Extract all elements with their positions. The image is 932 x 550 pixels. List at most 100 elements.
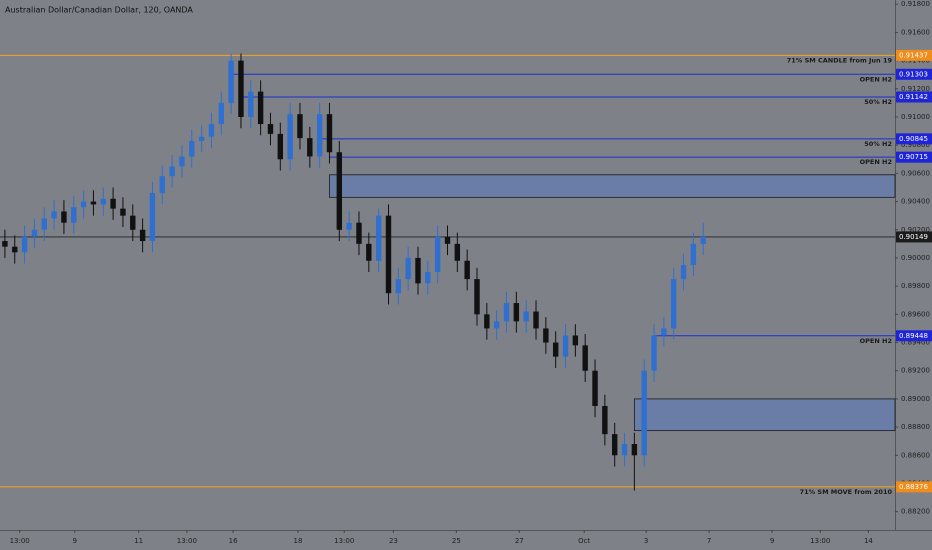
candle-body: [100, 198, 106, 205]
candle-body: [149, 193, 156, 242]
candle-body: [41, 218, 47, 230]
price-tag: [896, 481, 932, 493]
candle-body: [700, 236, 706, 244]
candle-body: [671, 279, 677, 329]
candle-body: [297, 114, 303, 139]
candle-body: [346, 222, 352, 230]
candle-body: [12, 246, 18, 253]
candle-body: [71, 207, 77, 223]
candle-body: [513, 303, 520, 322]
candle-body: [385, 215, 392, 294]
x-tick-label: 23: [389, 537, 398, 545]
level-label: OPEN H2: [860, 75, 892, 83]
level-label: 50% H2: [864, 98, 892, 106]
y-tick-label: 0.90000: [901, 254, 930, 262]
candle-body: [179, 156, 185, 167]
price-tag-label: 0.90845: [899, 135, 928, 143]
candle-body: [248, 91, 254, 117]
y-tick-label: 0.90800: [901, 141, 930, 149]
candle-body: [415, 257, 421, 284]
candle-body: [21, 236, 28, 253]
candle-body: [198, 136, 205, 141]
x-tick-label: 14: [864, 537, 873, 545]
candle-body: [159, 176, 165, 194]
x-tick-label: 25: [452, 537, 461, 545]
candle-body: [661, 328, 667, 336]
y-tick-label: 0.90200: [901, 226, 930, 234]
candle-body: [218, 102, 224, 125]
level-label: OPEN H2: [860, 158, 892, 166]
candle-body: [395, 279, 402, 294]
price-tag: [896, 330, 932, 342]
candle-body: [493, 321, 500, 329]
candle-body: [228, 60, 234, 103]
candle-body: [425, 272, 431, 284]
candle-body: [444, 236, 451, 244]
candle-body: [51, 211, 57, 219]
candle-body: [405, 257, 411, 280]
candle-body: [611, 434, 618, 456]
candle-body: [287, 114, 293, 160]
candle-body: [130, 215, 136, 230]
candle-body: [139, 229, 146, 242]
candle-body: [651, 335, 657, 371]
candle-body: [641, 370, 647, 456]
y-tick-label: 0.89000: [901, 395, 930, 403]
y-tick-label: 0.91200: [901, 85, 930, 93]
candle-body: [189, 140, 195, 157]
candle-body: [474, 279, 480, 315]
candle-body: [484, 314, 490, 329]
candle-body: [366, 243, 372, 261]
candle-body: [503, 303, 510, 322]
y-tick-label: 0.90600: [901, 169, 930, 177]
x-tick-label: 7: [707, 537, 711, 545]
y-tick-label: 0.88600: [901, 451, 930, 459]
candle-body: [592, 370, 598, 406]
candle-body: [336, 152, 343, 230]
candle-body: [90, 201, 97, 205]
y-tick-label: 0.89400: [901, 339, 930, 347]
x-tick-label: 18: [294, 537, 303, 545]
candle-body: [464, 260, 470, 280]
y-tick-label: 0.88800: [901, 423, 930, 431]
candle-body: [621, 444, 628, 456]
candle-body: [316, 114, 323, 157]
chart-title: Australian Dollar/Canadian Dollar, 120, …: [5, 6, 193, 15]
level-label: 71% SM MOVE from 2010: [800, 488, 893, 496]
y-tick-label: 0.88200: [901, 508, 930, 516]
candle-body: [562, 335, 569, 357]
candle-body: [582, 345, 588, 371]
y-tick-label: 0.91000: [901, 113, 930, 121]
zone: [329, 174, 896, 198]
price-tag-label: 0.90715: [899, 153, 928, 161]
candle-body: [110, 198, 116, 209]
candle-body: [602, 405, 608, 435]
x-tick-label: 13:00: [177, 537, 197, 545]
price-tag-label: 0.89448: [899, 332, 928, 340]
candle-body: [690, 243, 697, 265]
candle-body: [80, 201, 87, 208]
candle-body: [2, 241, 8, 247]
candle-body: [208, 124, 215, 137]
x-tick-label: 9: [770, 537, 774, 545]
candle-body: [533, 311, 539, 329]
y-tick-label: 0.91800: [901, 0, 930, 8]
candle-body: [267, 124, 274, 134]
price-tag: [896, 231, 932, 243]
price-tag: [896, 91, 932, 103]
candle-body: [543, 328, 549, 343]
level-label: OPEN H2: [860, 337, 892, 345]
candle-body: [375, 215, 382, 261]
zone: [633, 398, 896, 432]
x-tick-label: 11: [134, 537, 143, 545]
candle-body: [523, 311, 529, 322]
candle-body: [257, 91, 264, 125]
y-tick-label: 0.89200: [901, 367, 930, 375]
price-tag-label: 0.90149: [899, 233, 928, 241]
y-tick-label: 0.89600: [901, 310, 930, 318]
x-tick-label: 16: [229, 537, 238, 545]
y-tick-label: 0.90400: [901, 198, 930, 206]
candle-body: [277, 133, 284, 160]
price-tag: [896, 133, 932, 145]
